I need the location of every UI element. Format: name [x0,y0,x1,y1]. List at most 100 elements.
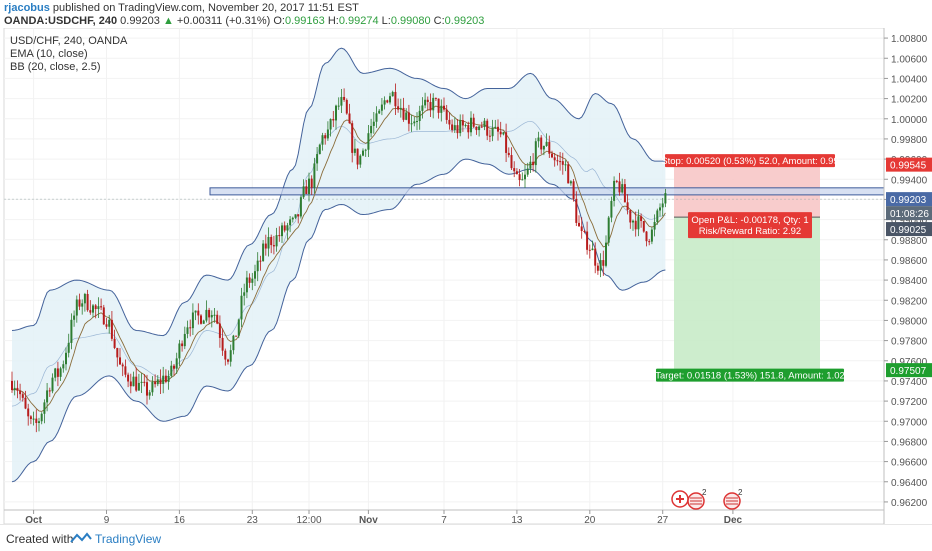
chart-header: rjacobus published on TradingView.com, N… [0,0,932,28]
candle [224,348,227,366]
candle [289,215,292,233]
price-axis[interactable]: 1.00800 1.00600 1.00400 1.00200 1.00000 0.998… [883,28,928,524]
candle [335,104,337,130]
candle [19,383,22,401]
candle [270,234,273,254]
candle [213,307,216,323]
candle [272,235,275,255]
candle [391,90,394,97]
candle [478,125,481,137]
candle [353,139,356,156]
candle [486,118,489,141]
candle [383,96,386,110]
candle [316,146,319,171]
position-labels: Stop: 0.00520 (0.53%) 52.0, Amount: 0.99… [655,154,845,382]
price-axis-labels: 0.99545 0.99203 01:08:26 0.99025 0.97507 [886,157,932,378]
candle [602,250,605,276]
candle [254,264,256,287]
candle [510,147,513,170]
price-chart[interactable]: Stop: 0.00520 (0.53%) 52.0, Amount: 0.99… [0,27,932,526]
bb-lower-line [11,158,666,483]
candle [227,358,229,365]
candle [143,374,146,387]
candle [586,221,589,255]
x-tick-label: 13 [511,515,523,524]
candle [13,380,16,396]
candle [294,214,297,220]
candle [264,234,267,256]
candle [75,295,78,323]
stop-label: Stop: 0.00520 (0.53%) 52.0, Amount: 0.99 [661,154,839,167]
author-link[interactable]: rjacobus [4,2,50,14]
candle [40,412,43,425]
position-tool[interactable] [4,164,884,371]
countdown-tag: 01:08:26 [886,206,932,221]
candle [372,112,375,134]
y-tick-label: 0.99400 [891,175,928,186]
candle [299,195,302,219]
candle [524,164,526,188]
low-value: 0.99080 [390,15,431,27]
y-tick-label: 0.98400 [891,276,928,287]
svg-text:0.97507: 0.97507 [890,366,927,377]
x-tick-label: 20 [584,515,596,524]
x-tick-label: 12:00 [296,515,321,524]
y-tick-label: 0.98800 [891,236,928,247]
candle [591,240,594,251]
candle [497,119,499,141]
candle [402,97,405,122]
y-tick-label: 0.97200 [891,397,928,408]
x-tick-label: Nov [359,515,378,524]
candle [216,310,219,325]
tradingview-brand[interactable]: TradingView [95,532,162,546]
candle [399,98,402,118]
target-zone [674,217,820,371]
y-tick-label: 0.98600 [891,256,928,267]
y-tick-label: 0.96600 [891,458,928,469]
candle [567,161,570,184]
candle [553,153,556,167]
economic-events[interactable]: 2 2 [671,488,743,510]
candle [310,175,313,195]
candle [443,97,445,112]
candle [113,329,116,350]
candle [194,310,197,321]
candle [580,217,583,239]
candle [656,208,659,225]
candle [548,135,551,158]
tradingview-logo-icon[interactable] [70,531,92,545]
publish-line: rjacobus published on TradingView.com, N… [4,2,359,14]
time-axis[interactable]: Oct 9 16 23 12:00 Nov 7 13 20 27 Dec [4,509,884,526]
candle [324,132,327,145]
candle [11,371,13,393]
svg-text:2: 2 [738,488,743,497]
candle [62,360,65,373]
candle [202,319,205,324]
candle [81,299,84,315]
x-tick-label: Oct [25,515,42,524]
candle [326,121,329,141]
candle [162,366,165,394]
candle [650,227,653,245]
candle [140,373,143,393]
candle [434,97,437,101]
candle [410,114,413,132]
candle [83,292,86,312]
candle [38,417,40,432]
candle [21,391,24,402]
candle [102,304,105,326]
event-flag-icon[interactable] [671,490,689,508]
candle [119,348,121,365]
support-zone[interactable] [209,187,885,196]
chart-area[interactable]: Stop: 0.00520 (0.53%) 52.0, Amount: 0.99… [0,27,932,526]
candle [345,98,348,115]
event-flag-icon[interactable]: 2 [723,488,743,510]
candle [181,340,184,352]
candle [178,339,181,366]
y-tick-label: 0.96400 [891,478,928,489]
candle [634,211,637,237]
candle [94,304,97,319]
event-flag-icon[interactable]: 2 [687,488,707,510]
candle [108,314,111,334]
candle [256,252,259,282]
